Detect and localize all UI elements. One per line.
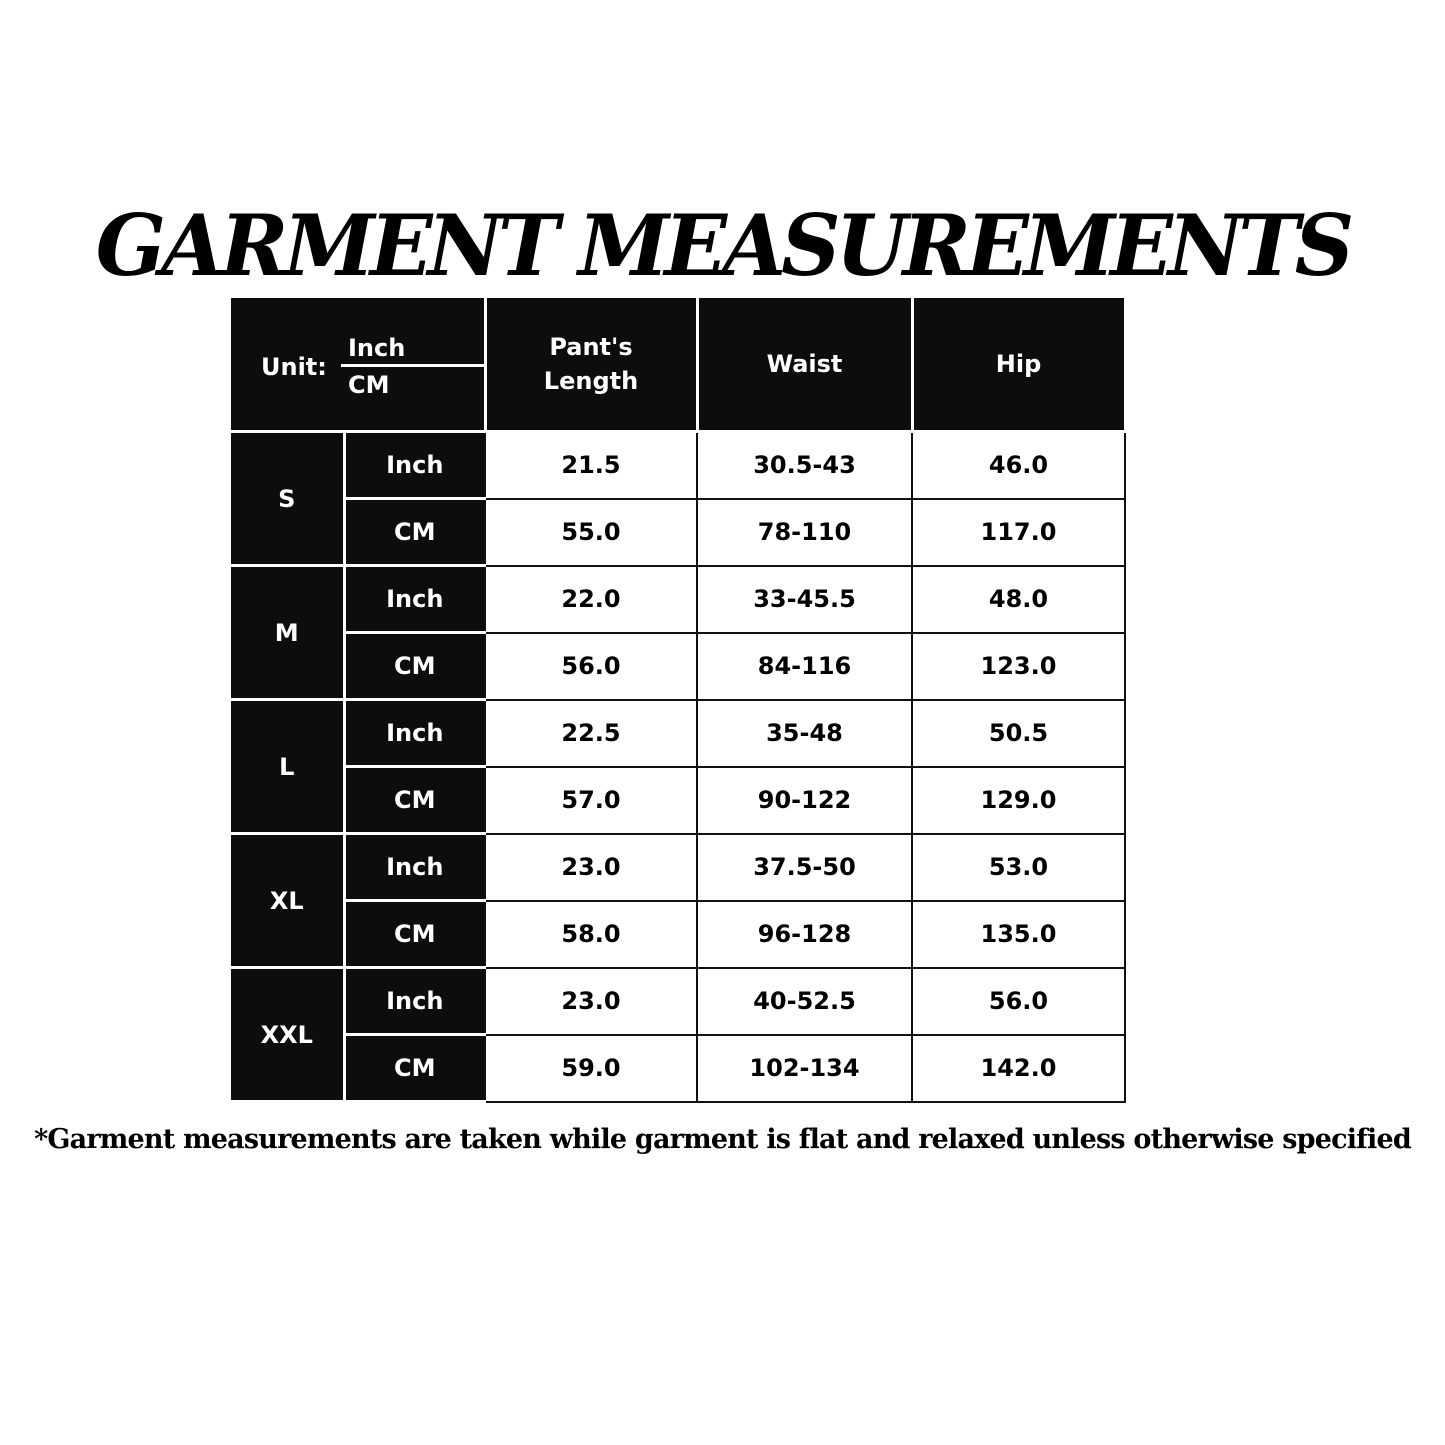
table-row: CM 57.0 90-122 129.0 (231, 765, 1126, 835)
value-hip: 123.0 (911, 631, 1126, 701)
value-waist: 37.5-50 (696, 832, 913, 902)
table-row: CM 59.0 102-134 142.0 (231, 1033, 1126, 1103)
size-label: S (231, 431, 346, 567)
unit-cell: Inch (344, 565, 485, 634)
size-label: L (231, 699, 346, 835)
value-pants-length: 23.0 (484, 966, 698, 1036)
value-hip: 129.0 (911, 765, 1126, 835)
value-waist: 96-128 (696, 899, 913, 969)
value-pants-length: 58.0 (484, 899, 698, 969)
value-hip: 46.0 (911, 430, 1126, 500)
unit-cell: Inch (344, 967, 485, 1036)
value-pants-length: 21.5 (484, 430, 698, 500)
unit-cell: CM (344, 1034, 485, 1103)
table-row: L Inch 22.5 35-48 50.5 (231, 698, 1126, 835)
value-waist: 78-110 (696, 497, 913, 567)
unit-label: Unit: (261, 353, 327, 381)
value-hip: 135.0 (911, 899, 1126, 969)
value-hip: 50.5 (911, 698, 1126, 768)
value-waist: 102-134 (696, 1033, 913, 1103)
size-label: XL (231, 833, 346, 969)
value-pants-length: 22.0 (484, 564, 698, 634)
footnote: *Garment measurements are taken while ga… (34, 1124, 1412, 1155)
page-title: GARMENT MEASUREMENTS (95, 196, 1354, 295)
value-waist: 33-45.5 (696, 564, 913, 634)
column-header-hip: Hip (912, 298, 1127, 433)
unit-divider (341, 364, 484, 367)
unit-cell: CM (344, 498, 485, 567)
value-hip: 142.0 (911, 1033, 1126, 1103)
unit-cell: CM (344, 766, 485, 835)
value-hip: 48.0 (911, 564, 1126, 634)
value-pants-length: 55.0 (484, 497, 698, 567)
column-header-pants-length: Pant's Length (485, 298, 699, 433)
header-row: Unit: Inch CM Pant's Length Waist Hip (231, 298, 1127, 433)
table-row: CM 55.0 78-110 117.0 (231, 497, 1126, 567)
unit-cell: Inch (344, 833, 485, 902)
table-row: S Inch 21.5 30.5-43 46.0 (231, 430, 1126, 567)
size-label: XXL (231, 967, 346, 1103)
value-hip: 56.0 (911, 966, 1126, 1036)
value-pants-length: 59.0 (484, 1033, 698, 1103)
table-row: CM 58.0 96-128 135.0 (231, 899, 1126, 969)
value-waist: 40-52.5 (696, 966, 913, 1036)
value-waist: 35-48 (696, 698, 913, 768)
value-waist: 90-122 (696, 765, 913, 835)
unit-cell: CM (344, 632, 485, 701)
table-row: XL Inch 23.0 37.5-50 53.0 (231, 832, 1126, 969)
unit-inch-label: Inch (348, 334, 406, 362)
value-pants-length: 22.5 (484, 698, 698, 768)
value-pants-length: 56.0 (484, 631, 698, 701)
table-row: CM 56.0 84-116 123.0 (231, 631, 1126, 701)
value-waist: 84-116 (696, 631, 913, 701)
value-pants-length: 57.0 (484, 765, 698, 835)
unit-cm-label: CM (348, 371, 390, 399)
size-label: M (231, 565, 346, 701)
value-hip: 53.0 (911, 832, 1126, 902)
unit-header-cell: Unit: Inch CM (231, 298, 487, 433)
value-hip: 117.0 (911, 497, 1126, 567)
table-row: M Inch 22.0 33-45.5 48.0 (231, 564, 1126, 701)
unit-cell: Inch (344, 699, 485, 768)
unit-cell: CM (344, 900, 485, 969)
column-header-waist: Waist (697, 298, 914, 433)
value-pants-length: 23.0 (484, 832, 698, 902)
unit-cell: Inch (344, 431, 485, 500)
table-row: XXL Inch 23.0 40-52.5 56.0 (231, 966, 1126, 1103)
value-waist: 30.5-43 (696, 430, 913, 500)
